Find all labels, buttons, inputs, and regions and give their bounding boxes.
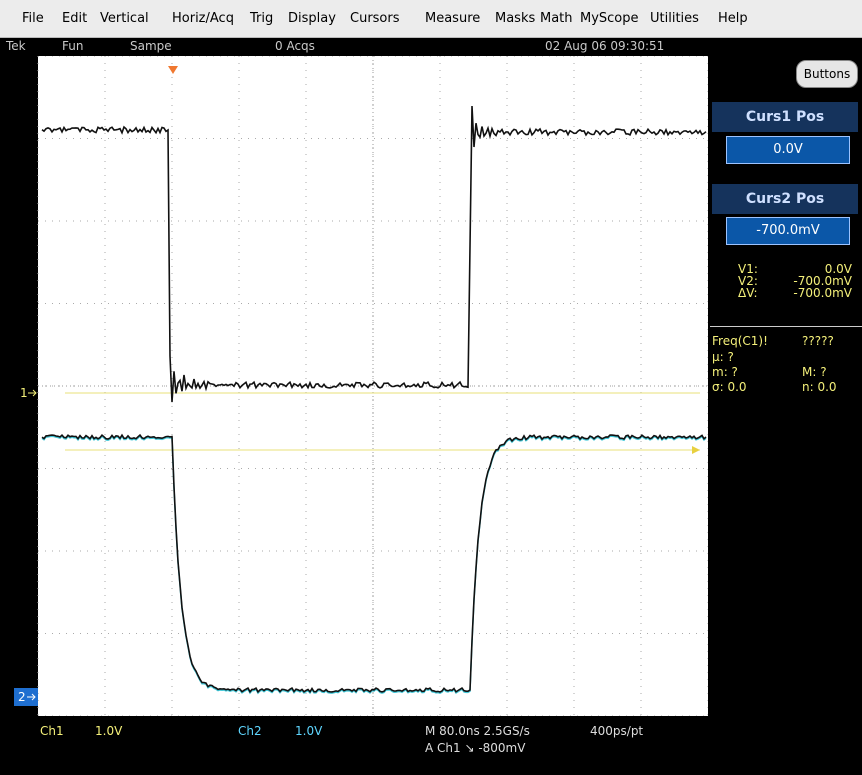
measure-title: Freq(C1)! xyxy=(712,334,768,348)
readout-label: ΔV: xyxy=(738,286,757,300)
menu-item[interactable]: Display xyxy=(288,11,336,26)
ch2-label: Ch2 xyxy=(238,724,262,738)
menu-item[interactable]: File xyxy=(22,11,44,26)
status-sample: Sampe xyxy=(130,39,172,53)
measure-cell: σ: 0.0 xyxy=(712,380,747,394)
measure-title-value: ????? xyxy=(802,334,834,348)
menu-item[interactable]: Horiz/Acq xyxy=(172,11,234,26)
ch1-label: Ch1 xyxy=(40,724,64,738)
scope-window: Tek Fun Sampe 0 Acqs 02 Aug 06 09:30:51 … xyxy=(0,0,862,775)
menu-item[interactable]: Math xyxy=(540,11,573,26)
record-length: 400ps/pt xyxy=(590,724,643,738)
trigger-info: A Ch1 ↘ -800mV xyxy=(425,741,525,755)
measure-cell: M: ? xyxy=(802,365,827,379)
menu-item[interactable]: Measure xyxy=(425,11,480,26)
menu-item[interactable]: Trig xyxy=(250,11,273,26)
timebase: M 80.0ns 2.5GS/s xyxy=(425,724,530,738)
status-brand: Tek xyxy=(6,39,26,53)
curs2-value[interactable]: -700.0mV xyxy=(726,217,850,245)
menu-item[interactable]: Utilities xyxy=(650,11,699,26)
measure-cell: µ: ? xyxy=(712,350,734,364)
menu-item[interactable]: Cursors xyxy=(350,11,400,26)
curs2-title: Curs2 Pos xyxy=(712,184,858,214)
curs1-value[interactable]: 0.0V xyxy=(726,136,850,164)
ch2-scale: 1.0V xyxy=(295,724,322,738)
display: 1 2 xyxy=(0,56,708,716)
status-mode: Fun xyxy=(62,39,83,53)
ch1-scale: 1.0V xyxy=(95,724,122,738)
ch2-marker: 2 xyxy=(18,690,26,704)
menu-item[interactable]: Help xyxy=(718,11,748,26)
buttons-button[interactable]: Buttons xyxy=(796,60,858,88)
measure-cell: m: ? xyxy=(712,365,738,379)
separator xyxy=(710,326,862,327)
readout-value: -700.0mV xyxy=(793,286,852,300)
menu-item[interactable]: Edit xyxy=(62,11,87,26)
status-acqs: 0 Acqs xyxy=(275,39,315,53)
menu-item[interactable]: MyScope xyxy=(580,11,639,26)
menu-item[interactable]: Masks xyxy=(495,11,535,26)
menu-item[interactable]: Vertical xyxy=(100,11,149,26)
measure-cell: n: 0.0 xyxy=(802,380,837,394)
status-datetime: 02 Aug 06 09:30:51 xyxy=(545,39,664,53)
curs1-title: Curs1 Pos xyxy=(712,102,858,132)
ch1-arrow xyxy=(28,390,36,396)
ch1-marker: 1 xyxy=(20,386,28,400)
